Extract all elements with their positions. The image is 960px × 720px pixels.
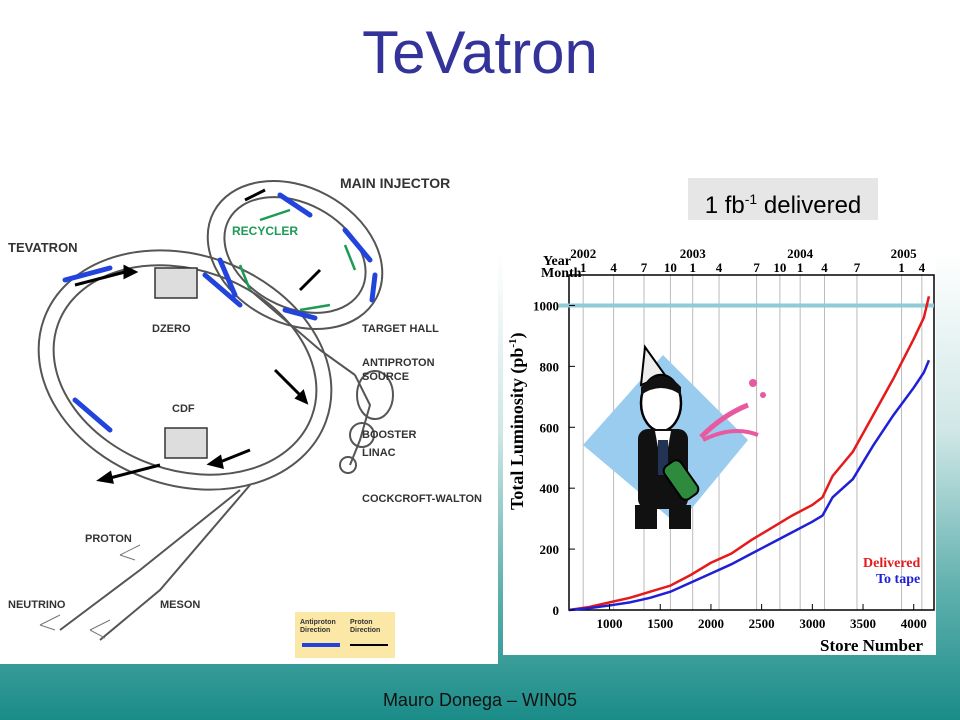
top-axis-month: 4 (610, 260, 617, 275)
recycler-arrows (238, 208, 357, 312)
y-tick-labels: 0 200 400 600 800 1000 (533, 298, 575, 618)
x-tick-label: 2000 (698, 616, 724, 631)
x-tick-label: 3000 (799, 616, 825, 631)
label-antiproton-1: ANTIPROTON (362, 357, 435, 369)
antiproton-arrows (62, 192, 378, 433)
label-recycler: RECYCLER (232, 224, 298, 238)
top-axis-month: 10 (773, 260, 786, 275)
linac (339, 456, 357, 474)
delivered-badge: 1 fb-1 delivered (688, 178, 878, 220)
slide-footer: Mauro Donega – WIN05 (382, 690, 578, 710)
slide-title: TeVatron (362, 19, 598, 86)
top-axis-month: 4 (716, 260, 723, 275)
label-proton: PROTON (85, 533, 132, 545)
legend-antiproton-1: Antiproton (300, 619, 336, 626)
x-tick-labels: 1000 1500 2000 2500 3000 3500 4000 (597, 604, 927, 631)
luminosity-chart: 0 200 400 600 800 1000 1000 1500 2000 2500 3000 35… (507, 246, 935, 655)
luminosity-chart-panel: 0 200 400 600 800 1000 1000 1500 2000 2500 3000 35… (503, 245, 936, 655)
cdf-detector (164, 427, 208, 459)
x-tick-label: 1000 (597, 616, 623, 631)
proton-arrows (74, 188, 322, 484)
chart-series (568, 296, 931, 612)
top-axis-month: 1 (797, 260, 804, 275)
y-tick-label: 800 (540, 359, 560, 374)
x-tick-label: 2500 (749, 616, 775, 631)
x-axis-title: Store Number (820, 636, 924, 655)
y-tick-label: 200 (540, 542, 560, 557)
top-axis-year: 2003 (680, 246, 707, 261)
y-tick-label: 600 (540, 420, 560, 435)
top-axis-month: 1 (689, 260, 696, 275)
badge-suffix: delivered (757, 192, 862, 219)
x-tick-label: 1500 (647, 616, 673, 631)
direction-legend: Antiproton Direction Proton Direction (295, 612, 395, 658)
label-antiproton-2: SOURCE (362, 371, 409, 383)
y-tick-label: 400 (540, 481, 560, 496)
top-axis-year: 2005 (891, 246, 918, 261)
series-line-to-tape (568, 359, 931, 612)
label-main-injector: MAIN INJECTOR (340, 175, 450, 191)
y-tick-label: 0 (553, 603, 560, 618)
top-axis-month: 7 (854, 260, 861, 275)
badge-prefix: 1 fb (704, 192, 745, 219)
beam-sprays (39, 544, 141, 639)
label-cdf: CDF (172, 403, 195, 415)
top-axis-month: 7 (641, 260, 648, 275)
accelerator-svg: MAIN INJECTOR RECYCLER TEVATRON DZERO CD… (8, 175, 482, 658)
y-axis-title: Total Luminosity (pb-1) (507, 332, 528, 510)
legend-proton-1: Proton (350, 619, 373, 626)
main-injector-ring (206, 180, 384, 330)
celebration-cartoon (583, 344, 766, 529)
label-cockcroft: COCKCROFT-WALTON (362, 493, 482, 505)
label-linac: LINAC (362, 447, 396, 459)
dzero-detector (154, 267, 198, 299)
y-axis-title-tail: ) (507, 332, 528, 338)
x-tick-label: 4000 (901, 616, 927, 631)
top-axis-month: 4 (821, 260, 828, 275)
label-neutrino: NEUTRINO (8, 599, 66, 611)
badge-exponent: -1 (744, 191, 758, 207)
label-booster: BOOSTER (362, 429, 416, 441)
series-line-delivered (568, 296, 931, 612)
antiproton-source-ring (356, 370, 394, 420)
tevatron-ring (37, 249, 333, 491)
accelerator-diagram: MAIN INJECTOR RECYCLER TEVATRON DZERO CD… (0, 160, 498, 664)
top-axis-year: 2002 (570, 246, 596, 261)
label-meson: MESON (160, 599, 200, 611)
legend-proton-2: Direction (350, 627, 380, 634)
legend-antiproton-2: Direction (300, 627, 330, 634)
y-tick-label: 1000 (533, 298, 559, 313)
x-tick-label: 3500 (850, 616, 876, 631)
legend-delivered: Delivered (863, 556, 920, 571)
top-axis-month: 10 (664, 260, 677, 275)
top-axis-month: 1 (898, 260, 905, 275)
plot-frame (568, 274, 935, 611)
top-axis-month: 7 (753, 260, 760, 275)
label-dzero: DZERO (152, 323, 191, 335)
y-axis-title-exp: -1 (507, 338, 519, 347)
label-target-hall: TARGET HALL (362, 323, 439, 335)
top-axis-month: 1 (580, 260, 587, 275)
top-axis-year-label: Year (543, 254, 571, 269)
top-axis-month: 4 (919, 260, 926, 275)
top-axis-month-label: Month (541, 266, 582, 281)
label-tevatron: TEVATRON (8, 240, 78, 255)
y-axis-title-main: Total Luminosity (pb (507, 348, 528, 510)
legend-to-tape: To tape (876, 572, 920, 587)
booster-ring (349, 422, 375, 448)
top-axis-year: 2004 (787, 246, 814, 261)
